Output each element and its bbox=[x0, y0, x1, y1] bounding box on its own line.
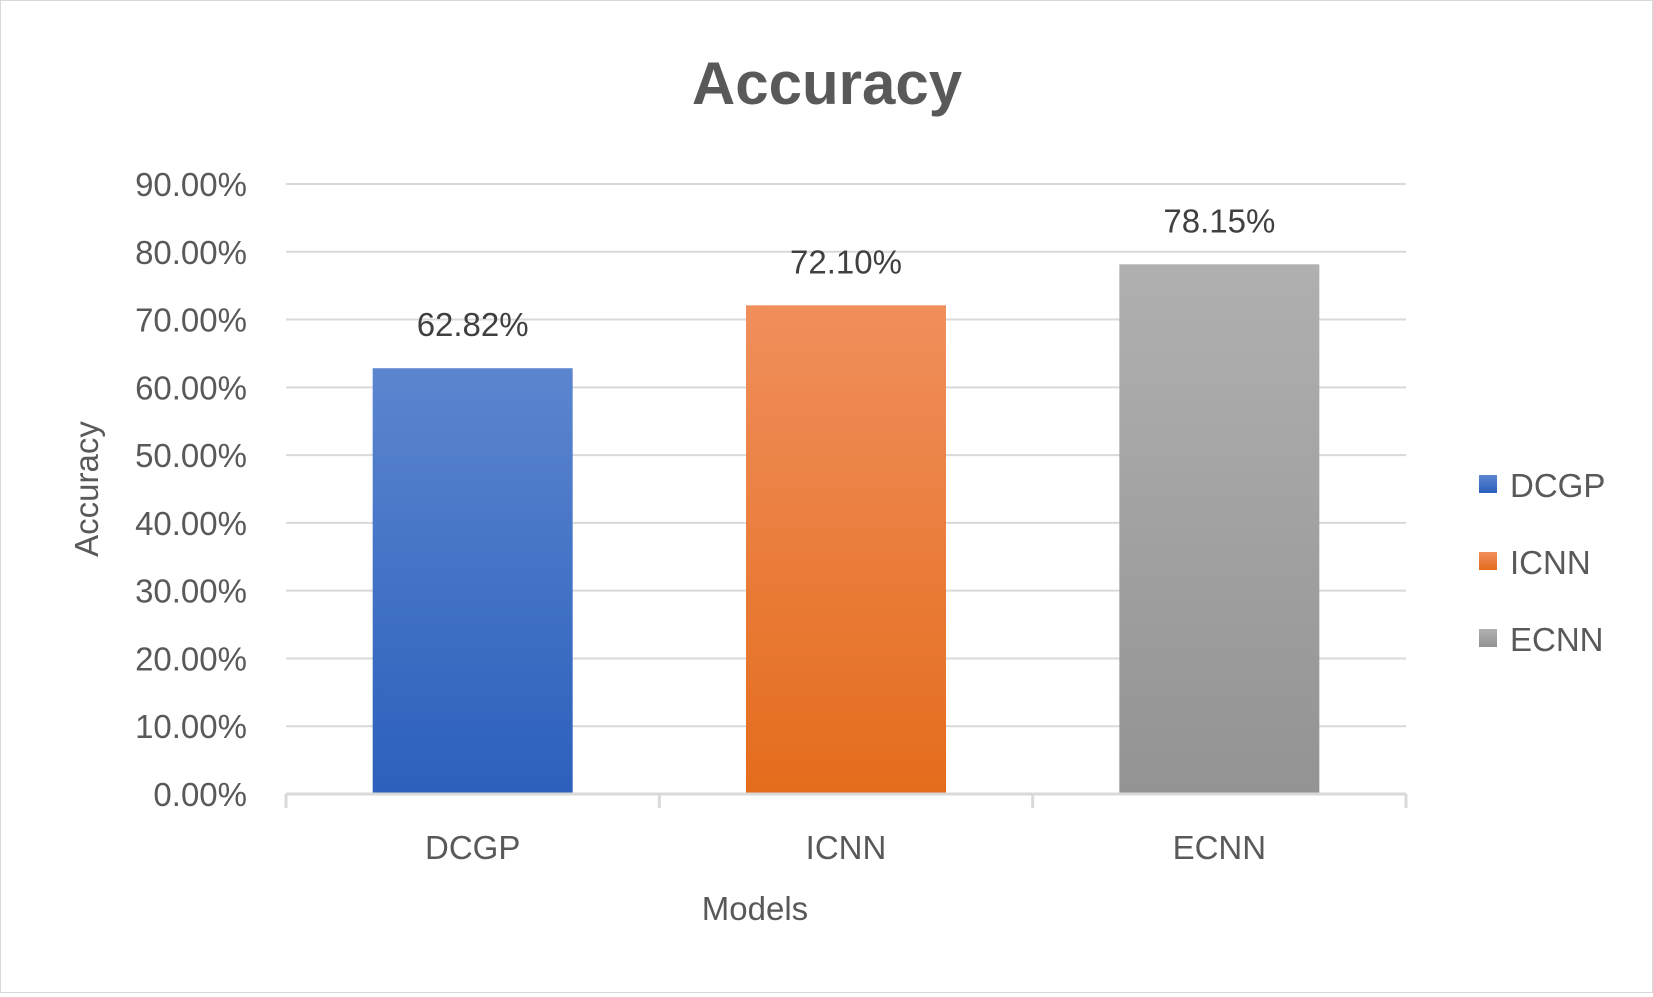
x-axis-categories: DCGP ICNN ECNN bbox=[425, 829, 1266, 866]
bars bbox=[372, 264, 1320, 795]
bar-icnn bbox=[746, 305, 946, 794]
y-tick-label: 30.00% bbox=[135, 573, 247, 610]
y-tick-label: 20.00% bbox=[135, 640, 247, 677]
legend-swatch-icnn bbox=[1479, 552, 1497, 570]
chart-title: Accuracy bbox=[692, 50, 963, 117]
y-axis-title: Accuracy bbox=[68, 421, 105, 557]
y-tick-label: 10.00% bbox=[135, 708, 247, 745]
x-axis-title: Models bbox=[702, 890, 808, 927]
bar-ecnn bbox=[1119, 264, 1320, 795]
bar-dcgp bbox=[372, 368, 573, 794]
legend: DCGP ICNN ECNN bbox=[1479, 467, 1605, 658]
data-labels: 62.82% 72.10% 78.15% bbox=[417, 202, 1276, 343]
data-label-dcgp: 62.82% bbox=[417, 306, 529, 343]
x-category-label: ICNN bbox=[806, 829, 887, 866]
y-tick-label: 50.00% bbox=[135, 437, 247, 474]
x-category-label: DCGP bbox=[425, 829, 520, 866]
y-tick-label: 60.00% bbox=[135, 369, 247, 406]
y-tick-label: 0.00% bbox=[153, 776, 247, 813]
legend-label-ecnn: ECNN bbox=[1510, 621, 1604, 658]
y-tick-label: 70.00% bbox=[135, 302, 247, 339]
x-axis bbox=[284, 792, 1408, 808]
y-tick-label: 80.00% bbox=[135, 234, 247, 271]
y-tick-label: 40.00% bbox=[135, 505, 247, 542]
y-tick-label: 90.00% bbox=[135, 166, 247, 203]
legend-label-icnn: ICNN bbox=[1510, 544, 1591, 581]
data-label-icnn: 72.10% bbox=[790, 243, 902, 280]
y-axis-ticks: 0.00% 10.00% 20.00% 30.00% 40.00% 50.00% 60.00… bbox=[135, 166, 247, 813]
legend-swatch-ecnn bbox=[1479, 629, 1497, 647]
data-label-ecnn: 78.15% bbox=[1163, 202, 1275, 239]
legend-swatch-dcgp bbox=[1479, 475, 1497, 493]
legend-label-dcgp: DCGP bbox=[1510, 467, 1605, 504]
x-category-label: ECNN bbox=[1173, 829, 1267, 866]
